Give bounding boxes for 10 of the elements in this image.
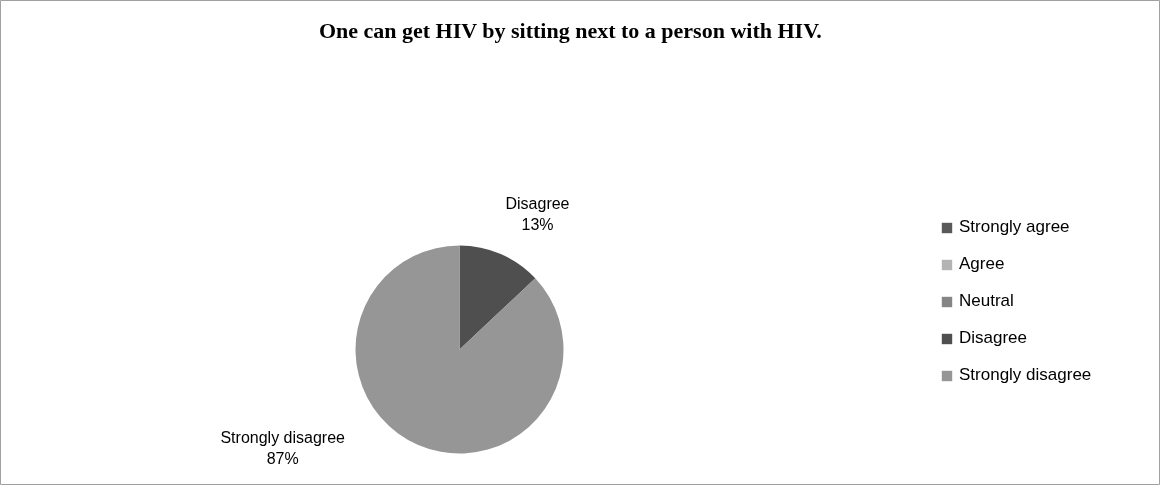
data-label: 87%	[266, 450, 299, 468]
legend-label: Disagree	[959, 328, 1028, 348]
slice-label: Disagree	[505, 195, 570, 213]
legend-label: Neutral	[959, 291, 1014, 311]
legend-label: Strongly agree	[959, 217, 1070, 237]
legend-label: Agree	[959, 254, 1005, 274]
slice-label: Strongly disagree	[220, 429, 346, 447]
legend-label: Strongly disagree	[959, 365, 1092, 385]
data-label: 13%	[521, 216, 554, 234]
chart-title: One can get HIV by sitting next to a person with HIV.	[318, 18, 822, 43]
